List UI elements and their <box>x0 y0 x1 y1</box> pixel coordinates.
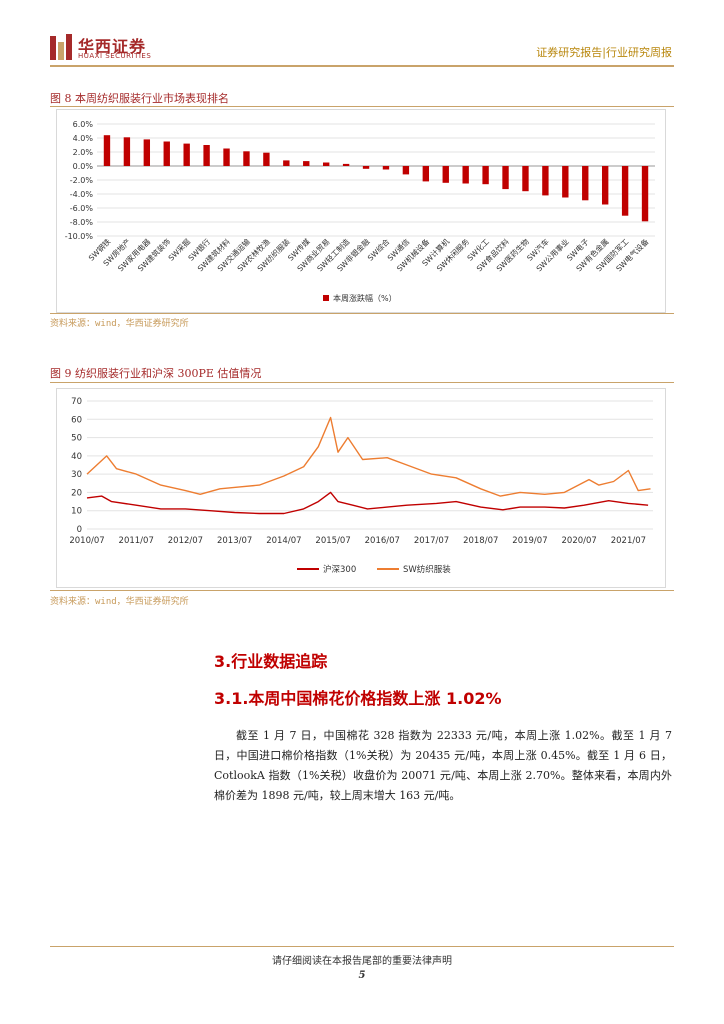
figure9-x-tick-label: 2014/07 <box>266 536 301 546</box>
figure9-source: 资料来源：wind，华西证券研究所 <box>50 597 189 607</box>
figure9-x-tick-label: 2018/07 <box>463 536 498 546</box>
figure9-x-tick-label: 2021/07 <box>611 536 646 546</box>
figure8-bar <box>601 166 609 205</box>
figure8-bar <box>143 139 151 166</box>
figure8-bottom-rule <box>50 313 674 314</box>
figure9-x-tick-label: 2020/07 <box>562 536 597 546</box>
figure9-x-tick-label: 2010/07 <box>69 536 104 546</box>
figure8-y-tick-label: 0.0% <box>73 162 94 171</box>
figure9-title: 图 9 纺织服装行业和沪深 300PE 估值情况 <box>50 367 262 380</box>
brand-name-en: HUAXI SECURITIES <box>78 52 152 60</box>
figure8-bar <box>283 160 290 166</box>
figure8-bar <box>223 148 230 166</box>
figure8-title: 图 8 本周纺织服装行业市场表现排名 <box>50 92 229 105</box>
figure8-bar <box>263 152 270 166</box>
figure9-y-tick-label: 0 <box>77 525 82 535</box>
figure8-y-tick-label: -2.0% <box>70 176 94 185</box>
figure8-bar <box>183 143 190 166</box>
figure9-x-tick-label: 2016/07 <box>365 536 400 546</box>
figure9-y-tick-label: 70 <box>71 397 82 407</box>
figure8-bar <box>382 166 390 170</box>
figure8-bar <box>342 163 350 166</box>
figure8-y-tick-label: -6.0% <box>70 204 94 213</box>
figure9-x-tick-label: 2017/07 <box>414 536 449 546</box>
figure9-x-tick-label: 2019/07 <box>512 536 547 546</box>
figure8-y-tick-label: -8.0% <box>70 218 94 227</box>
figure9-bottom-rule <box>50 590 674 591</box>
figure8-source: 资料来源：wind，华西证券研究所 <box>50 319 189 329</box>
figure9-series-line <box>86 416 651 497</box>
figure9-y-tick-label: 50 <box>71 434 82 444</box>
figure8-bar <box>641 166 649 222</box>
figure8-bar <box>562 166 569 198</box>
figure8-chart-frame: 6.0% 4.0% 2.0% 0.0% -2.0% -4.0% -6.0% -8.0% -10.… <box>56 109 666 313</box>
report-type: 证券研究报告|行业研究周报 <box>536 46 672 59</box>
section-heading: 3.行业数据追踪 <box>214 652 328 671</box>
figure9-x-tick-label: 2011/07 <box>119 536 154 546</box>
figure9-y-tick-label: 60 <box>71 415 82 425</box>
figure8-bar <box>362 166 370 169</box>
figure9-top-rule <box>50 382 674 383</box>
figure8-bar <box>322 162 330 166</box>
figure9-legend-label: SW纺织服装 <box>403 564 451 575</box>
figure8-y-tick-label: 6.0% <box>73 120 94 129</box>
figure8-bar <box>542 166 549 196</box>
figure9-series-line <box>86 491 649 515</box>
figure8-legend-label: 本周涨跌幅（%） <box>333 293 397 303</box>
figure9-y-tick-label: 30 <box>71 470 82 480</box>
figure8-bar <box>422 166 430 182</box>
figure8-bar <box>582 166 589 201</box>
figure8-bar <box>621 166 629 216</box>
figure8-bar <box>482 166 489 185</box>
figure9-y-tick-label: 40 <box>71 452 82 462</box>
figure8-bar <box>502 166 509 190</box>
figure8-bar <box>522 166 529 192</box>
figure9-x-tick-label: 2012/07 <box>168 536 203 546</box>
figure8-y-tick-label: -4.0% <box>70 190 94 199</box>
huaxi-logo-icon <box>50 34 72 60</box>
subsection-heading: 3.1.本周中国棉花价格指数上涨 1.02% <box>214 689 502 708</box>
figure9-y-tick-label: 10 <box>71 507 82 517</box>
figure8-bar <box>462 166 469 184</box>
figure9-x-tick-label: 2015/07 <box>315 536 350 546</box>
header-divider <box>50 65 674 67</box>
figure8-bar <box>243 151 250 166</box>
figure8-bar <box>303 161 310 166</box>
footer-divider <box>50 946 674 947</box>
figure8-bar <box>203 145 210 166</box>
figure8-legend-swatch <box>323 295 329 301</box>
legal-notice: 请仔细阅读在本报告尾部的重要法律声明 <box>272 956 452 967</box>
figure8-bar <box>163 141 170 166</box>
figure8-y-tick-label: -10.0% <box>65 232 94 241</box>
figure8-bar-chart: 6.0% 4.0% 2.0% 0.0% -2.0% -4.0% -6.0% -8.0% -10.… <box>65 120 655 303</box>
figure9-x-tick-label: 2013/07 <box>217 536 252 546</box>
figure9-chart-frame: 70 60 50 40 30 20 10 0 2010/07 2011/07 2012/07 2013… <box>56 388 666 588</box>
figure8-bar <box>123 137 131 166</box>
figure9-legend-label: 沪深300 <box>323 564 356 575</box>
figure8-top-rule <box>50 106 674 107</box>
figure8-bar <box>103 135 111 166</box>
figure9-y-tick-label: 20 <box>71 488 82 498</box>
body-paragraph: 截至 1 月 7 日，中国棉花 328 指数为 22333 元/吨，本周上涨 1… <box>214 729 672 802</box>
figure8-bar <box>402 166 410 175</box>
figure8-y-tick-label: 4.0% <box>73 134 94 143</box>
brand-name-cn: 华西证券 <box>78 37 147 56</box>
page-number: 5 <box>358 970 366 981</box>
figure8-y-tick-label: 2.0% <box>73 148 94 157</box>
figure8-bar <box>442 166 449 183</box>
